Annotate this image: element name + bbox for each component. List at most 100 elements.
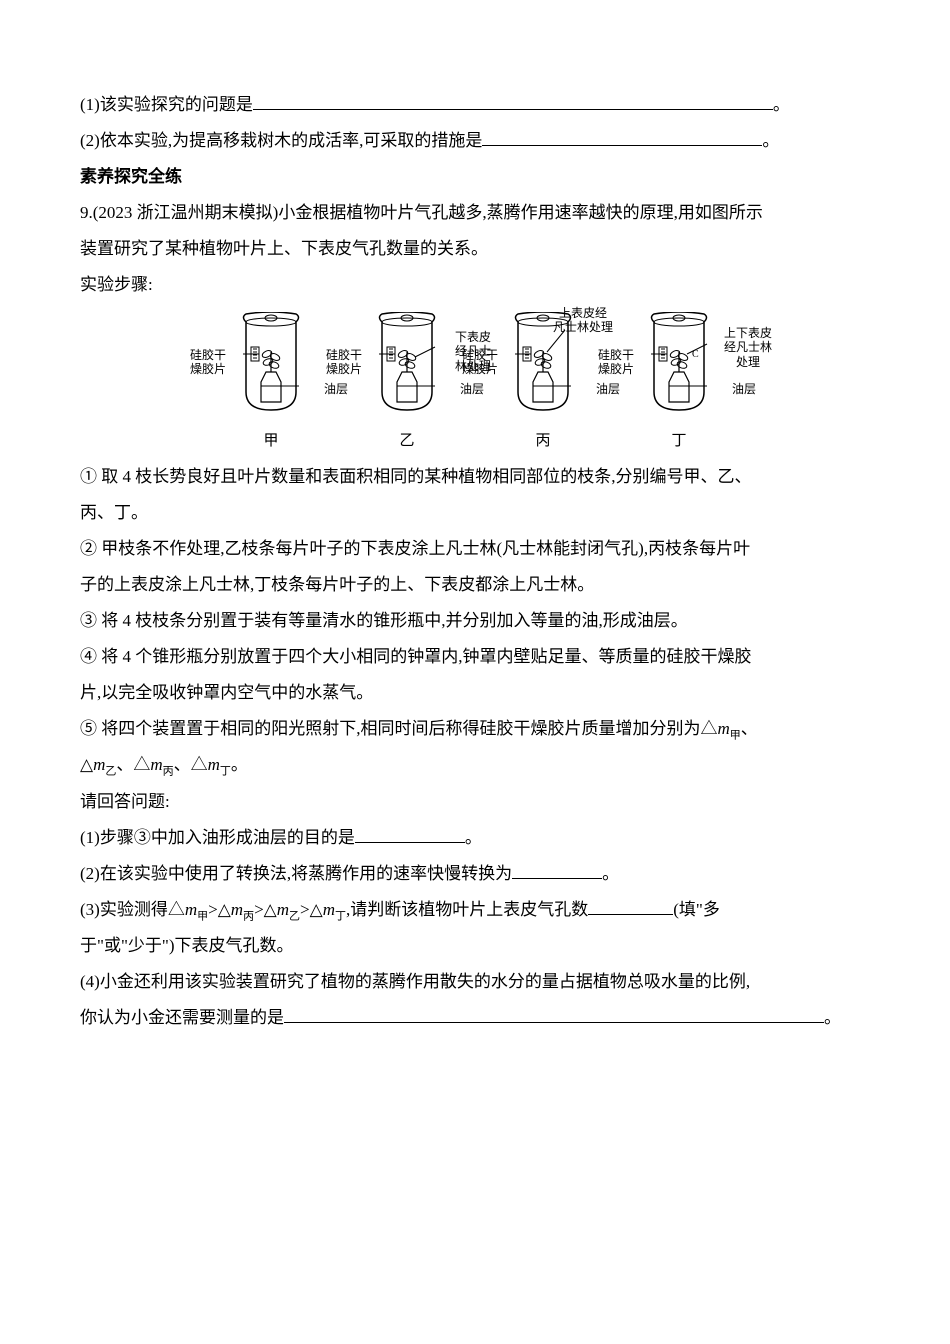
step3: ③ 将 4 枝枝条分别置于装有等量清水的锥形瓶中,并分别加入等量的油,形成油层。 (80, 604, 870, 638)
label-text: 上下表皮 (721, 326, 775, 340)
label-text: 下表皮 (453, 330, 493, 344)
intro-line1: 9.(2023 浙江温州期末模拟)小金根据植物叶片气孔越多,蒸腾作用速率越快的原… (80, 196, 870, 230)
step4-l1: ④ 将 4 个锥形瓶分别放置于四个大小相同的钟罩内,钟罩内壁贴足量、等质量的硅胶… (80, 640, 870, 674)
label-left: 硅胶干 燥胶片 (459, 348, 501, 377)
a3-text: >△ (254, 900, 277, 919)
a3-blank[interactable] (588, 914, 673, 915)
sub-ding: 丁 (220, 766, 231, 778)
step1-l1: ① 取 4 枝长势良好且叶片数量和表面积相同的某种植物相同部位的枝条,分别编号甲… (80, 460, 870, 494)
step5-text: 。 (231, 755, 248, 774)
q2-blank[interactable] (482, 145, 762, 146)
step4-l2: 片,以完全吸收钟罩内空气中的水蒸气。 (80, 676, 870, 710)
step1-l2: 丙、丁。 (80, 496, 870, 530)
label-right-top: 上下表皮 经凡士林 处理 (721, 326, 775, 369)
label-text: 硅胶干 (595, 348, 637, 362)
q2-text: (2)依本实验,为提高移栽树木的成活率,可采取的措施是 (80, 131, 482, 150)
sub-yi: 乙 (105, 766, 116, 778)
flask-icon (231, 312, 311, 422)
sub-jia: 甲 (730, 729, 741, 741)
var-m: m (231, 900, 243, 919)
question-2: (2)依本实验,为提高移栽树木的成活率,可采取的措施是 。 (80, 124, 870, 158)
period: 。 (824, 1008, 841, 1027)
label-left: 硅胶干 燥胶片 (187, 348, 229, 377)
label-text: 凡士林处理 (553, 320, 613, 334)
step5-text: △ (80, 755, 93, 774)
setup-yi: 硅胶干 燥胶片 下表皮 经凡士 林处理 油层 乙 (367, 312, 447, 456)
label-right: 油层 (315, 382, 357, 396)
steps-label: 实验步骤: (80, 268, 870, 302)
label-text: 处理 (721, 355, 775, 369)
step5-text: 、△ (174, 755, 208, 774)
step5-text: 、 (741, 719, 758, 738)
setup-ding: 硅胶干 燥胶片 上下表皮 经凡士林 处理 油层 C (639, 312, 719, 456)
sub-jia: 甲 (197, 910, 208, 922)
a2-blank[interactable] (512, 878, 602, 879)
setup-label: 丙 (535, 426, 550, 456)
label-left: 硅胶干 燥胶片 (595, 348, 637, 377)
var-m: m (150, 755, 162, 774)
label-right: 油层 (451, 382, 493, 396)
var-m: m (208, 755, 220, 774)
diagram-row: 硅胶干 燥胶片 油层 甲 硅胶干 燥胶片 (80, 312, 870, 456)
label-text: 硅胶干 (187, 348, 229, 362)
period: 。 (762, 131, 779, 150)
flask-icon (367, 312, 447, 422)
label-text: 燥胶片 (595, 362, 637, 376)
a3-text: ,请判断该植物叶片上表皮气孔数 (346, 900, 588, 919)
answer-1: (1)步骤③中加入油形成油层的目的是 。 (80, 821, 870, 855)
step2-l1: ② 甲枝条不作处理,乙枝条每片叶子的下表皮涂上凡士林(凡士林能封闭气孔),丙枝条… (80, 532, 870, 566)
q1-text: (1)该实验探究的问题是 (80, 95, 253, 114)
answer-4-l1: (4)小金还利用该实验装置研究了植物的蒸腾作用散失的水分的量占据植物总吸水量的比… (80, 965, 870, 999)
a2-text: (2)在该实验中使用了转换法,将蒸腾作用的速率快慢转换为 (80, 864, 512, 883)
var-m: m (277, 900, 289, 919)
period: 。 (465, 828, 482, 847)
sub-bing: 丙 (163, 766, 174, 778)
label-right: 油层 (587, 382, 629, 396)
var-m: m (93, 755, 105, 774)
label-text: 燥胶片 (187, 362, 229, 376)
a3-text: (填"多 (673, 900, 720, 919)
setup-label: 乙 (399, 426, 414, 456)
q1-blank[interactable] (253, 109, 773, 110)
setup-label: 丁 (671, 426, 686, 456)
answer-2: (2)在该实验中使用了转换法,将蒸腾作用的速率快慢转换为 。 (80, 857, 870, 891)
setup-jia: 硅胶干 燥胶片 油层 甲 (231, 312, 311, 456)
period: 。 (773, 95, 790, 114)
setup-label: 甲 (263, 426, 278, 456)
var-m: m (718, 719, 730, 738)
a1-text: (1)步骤③中加入油形成油层的目的是 (80, 828, 355, 847)
label-text: 上表皮经 (553, 306, 613, 320)
a4-blank[interactable] (284, 1022, 824, 1023)
step5-text: 、△ (116, 755, 150, 774)
label-text: 经凡士林 (721, 340, 775, 354)
a4-text: 你认为小金还需要测量的是 (80, 1008, 284, 1027)
label-right: 油层 (723, 382, 765, 396)
label-right-top: 上表皮经 凡士林处理 (553, 306, 613, 335)
var-m: m (323, 900, 335, 919)
period: 。 (602, 864, 619, 883)
step5-l2: △m乙、△m丙、△m丁。 (80, 748, 870, 782)
a3-text: >△ (300, 900, 323, 919)
label-text: 油层 (723, 382, 765, 396)
label-text: 油层 (315, 382, 357, 396)
a3-text: >△ (208, 900, 231, 919)
step5-text: ⑤ 将四个装置置于相同的阳光照射下,相同时间后称得硅胶干燥胶片质量增加分别为△ (80, 719, 718, 738)
answer-3-l2: 于"或"少于")下表皮气孔数。 (80, 929, 870, 963)
label-text: 燥胶片 (459, 362, 501, 376)
section-heading: 素养探究全练 (80, 160, 870, 194)
var-m: m (185, 900, 197, 919)
sub-bing: 丙 (243, 910, 254, 922)
label-text: 油层 (587, 382, 629, 396)
sub-yi: 乙 (289, 910, 300, 922)
label-text: 燥胶片 (323, 362, 365, 376)
label-left: 硅胶干 燥胶片 (323, 348, 365, 377)
intro-line2: 装置研究了某种植物叶片上、下表皮气孔数量的关系。 (80, 232, 870, 266)
question-1: (1)该实验探究的问题是 。 (80, 88, 870, 122)
label-text: 油层 (451, 382, 493, 396)
setup-bing: 硅胶干 燥胶片 上表皮经 凡士林处理 油层 丙 (503, 312, 583, 456)
answer-4-l2: 你认为小金还需要测量的是 。 (80, 1001, 870, 1035)
a1-blank[interactable] (355, 842, 465, 843)
a3-text: (3)实验测得△ (80, 900, 185, 919)
label-text: 硅胶干 (323, 348, 365, 362)
sub-ding: 丁 (335, 910, 346, 922)
